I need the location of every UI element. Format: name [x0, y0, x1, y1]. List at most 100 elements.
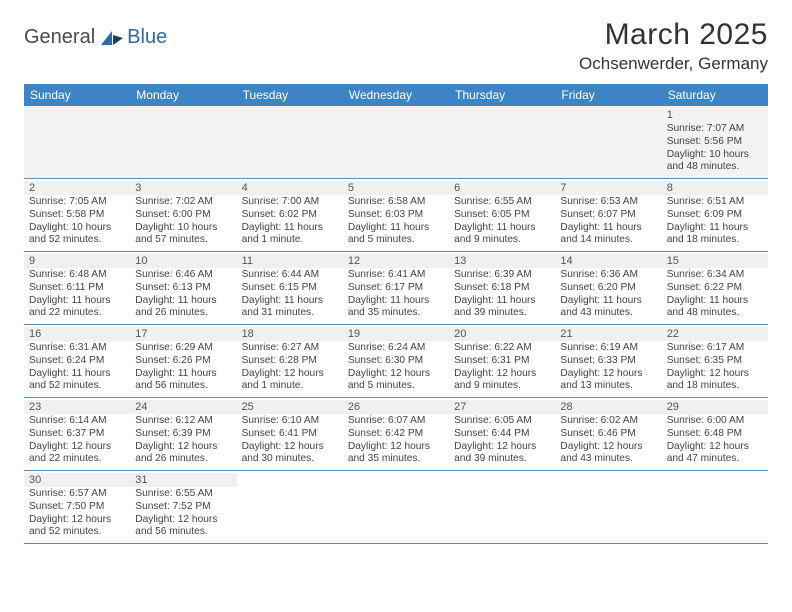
sunrise-line: Sunrise: 6:14 AM [29, 415, 125, 428]
sunset-line: Sunset: 5:58 PM [29, 209, 125, 222]
daylight-line: and 39 minutes. [454, 307, 550, 320]
sunset-line: Sunset: 6:20 PM [560, 282, 656, 295]
daylight-line: Daylight: 11 hours [242, 222, 338, 235]
calendar-cell: 14Sunrise: 6:36 AMSunset: 6:20 PMDayligh… [555, 252, 661, 324]
daylight-line: Daylight: 12 hours [135, 514, 231, 527]
calendar-cell: 30Sunrise: 6:57 AMSunset: 7:50 PMDayligh… [24, 471, 130, 543]
sunrise-line: Sunrise: 6:46 AM [135, 269, 231, 282]
calendar-cell: 4Sunrise: 7:00 AMSunset: 6:02 PMDaylight… [237, 179, 343, 251]
sunset-line: Sunset: 5:56 PM [667, 136, 763, 149]
daylight-line: and 57 minutes. [135, 234, 231, 247]
calendar-week: 30Sunrise: 6:57 AMSunset: 7:50 PMDayligh… [24, 471, 768, 544]
daylight-line: Daylight: 12 hours [29, 514, 125, 527]
day-number: 25 [237, 400, 343, 414]
daylight-line: and 5 minutes. [348, 380, 444, 393]
sunset-line: Sunset: 6:26 PM [135, 355, 231, 368]
sail-icon [99, 29, 125, 47]
daylight-line: and 43 minutes. [560, 453, 656, 466]
daylight-line: and 22 minutes. [29, 453, 125, 466]
daylight-line: and 18 minutes. [667, 380, 763, 393]
day-number: 30 [24, 473, 130, 487]
logo: General Blue [24, 26, 167, 49]
daylight-line: and 9 minutes. [454, 380, 550, 393]
daylight-line: Daylight: 12 hours [29, 441, 125, 454]
sunset-line: Sunset: 6:48 PM [667, 428, 763, 441]
sunrise-line: Sunrise: 6:02 AM [560, 415, 656, 428]
sunset-line: Sunset: 6:03 PM [348, 209, 444, 222]
sunrise-line: Sunrise: 7:07 AM [667, 123, 763, 136]
sunset-line: Sunset: 6:05 PM [454, 209, 550, 222]
daylight-line: and 43 minutes. [560, 307, 656, 320]
daylight-line: and 26 minutes. [135, 453, 231, 466]
calendar-cell: 16Sunrise: 6:31 AMSunset: 6:24 PMDayligh… [24, 325, 130, 397]
daylight-line: Daylight: 11 hours [560, 295, 656, 308]
calendar-cell: 24Sunrise: 6:12 AMSunset: 6:39 PMDayligh… [130, 398, 236, 470]
daylight-line: Daylight: 10 hours [29, 222, 125, 235]
day-number: 26 [343, 400, 449, 414]
calendar-cell: 25Sunrise: 6:10 AMSunset: 6:41 PMDayligh… [237, 398, 343, 470]
sunrise-line: Sunrise: 6:55 AM [135, 488, 231, 501]
day-number: 13 [449, 254, 555, 268]
daylight-line: and 48 minutes. [667, 161, 763, 174]
calendar-cell: 20Sunrise: 6:22 AMSunset: 6:31 PMDayligh… [449, 325, 555, 397]
calendar-cell: 7Sunrise: 6:53 AMSunset: 6:07 PMDaylight… [555, 179, 661, 251]
daylight-line: Daylight: 12 hours [667, 368, 763, 381]
sunrise-line: Sunrise: 6:41 AM [348, 269, 444, 282]
sunset-line: Sunset: 6:31 PM [454, 355, 550, 368]
sunset-line: Sunset: 6:39 PM [135, 428, 231, 441]
sunset-line: Sunset: 6:18 PM [454, 282, 550, 295]
daylight-line: Daylight: 12 hours [135, 441, 231, 454]
daylight-line: and 13 minutes. [560, 380, 656, 393]
day-number: 24 [130, 400, 236, 414]
daylight-line: and 48 minutes. [667, 307, 763, 320]
sunset-line: Sunset: 6:13 PM [135, 282, 231, 295]
sunrise-line: Sunrise: 6:22 AM [454, 342, 550, 355]
calendar-week: 9Sunrise: 6:48 AMSunset: 6:11 PMDaylight… [24, 252, 768, 325]
sunset-line: Sunset: 7:52 PM [135, 501, 231, 514]
day-number: 3 [130, 181, 236, 195]
calendar-cell: 12Sunrise: 6:41 AMSunset: 6:17 PMDayligh… [343, 252, 449, 324]
daylight-line: and 56 minutes. [135, 526, 231, 539]
day-header: Saturday [662, 84, 768, 106]
daylight-line: Daylight: 12 hours [454, 441, 550, 454]
sunset-line: Sunset: 6:07 PM [560, 209, 656, 222]
calendar-cell-empty [449, 106, 555, 178]
day-header: Thursday [449, 84, 555, 106]
day-number: 15 [662, 254, 768, 268]
day-number: 11 [237, 254, 343, 268]
daylight-line: Daylight: 11 hours [242, 295, 338, 308]
daylight-line: Daylight: 12 hours [560, 441, 656, 454]
day-number: 21 [555, 327, 661, 341]
daylight-line: and 52 minutes. [29, 526, 125, 539]
calendar-cell: 6Sunrise: 6:55 AMSunset: 6:05 PMDaylight… [449, 179, 555, 251]
daylight-line: and 26 minutes. [135, 307, 231, 320]
daylight-line: and 52 minutes. [29, 380, 125, 393]
logo-text-blue: Blue [127, 26, 167, 49]
daylight-line: and 5 minutes. [348, 234, 444, 247]
day-header: Sunday [24, 84, 130, 106]
sunset-line: Sunset: 6:42 PM [348, 428, 444, 441]
day-number: 29 [662, 400, 768, 414]
calendar-cell-empty [555, 471, 661, 543]
sunset-line: Sunset: 6:33 PM [560, 355, 656, 368]
day-number: 28 [555, 400, 661, 414]
sunset-line: Sunset: 6:11 PM [29, 282, 125, 295]
sunrise-line: Sunrise: 6:44 AM [242, 269, 338, 282]
calendar-cell: 18Sunrise: 6:27 AMSunset: 6:28 PMDayligh… [237, 325, 343, 397]
sunset-line: Sunset: 7:50 PM [29, 501, 125, 514]
calendar-cell-empty [555, 106, 661, 178]
daylight-line: and 1 minute. [242, 380, 338, 393]
sunset-line: Sunset: 6:09 PM [667, 209, 763, 222]
calendar-cell: 5Sunrise: 6:58 AMSunset: 6:03 PMDaylight… [343, 179, 449, 251]
sunrise-line: Sunrise: 7:05 AM [29, 196, 125, 209]
title-block: March 2025 Ochsenwerder, Germany [579, 18, 768, 74]
day-number: 23 [24, 400, 130, 414]
calendar-cell: 9Sunrise: 6:48 AMSunset: 6:11 PMDaylight… [24, 252, 130, 324]
sunset-line: Sunset: 6:46 PM [560, 428, 656, 441]
day-header: Friday [555, 84, 661, 106]
daylight-line: and 35 minutes. [348, 453, 444, 466]
calendar-cell: 31Sunrise: 6:55 AMSunset: 7:52 PMDayligh… [130, 471, 236, 543]
calendar-week: 16Sunrise: 6:31 AMSunset: 6:24 PMDayligh… [24, 325, 768, 398]
day-number: 22 [662, 327, 768, 341]
daylight-line: Daylight: 12 hours [454, 368, 550, 381]
